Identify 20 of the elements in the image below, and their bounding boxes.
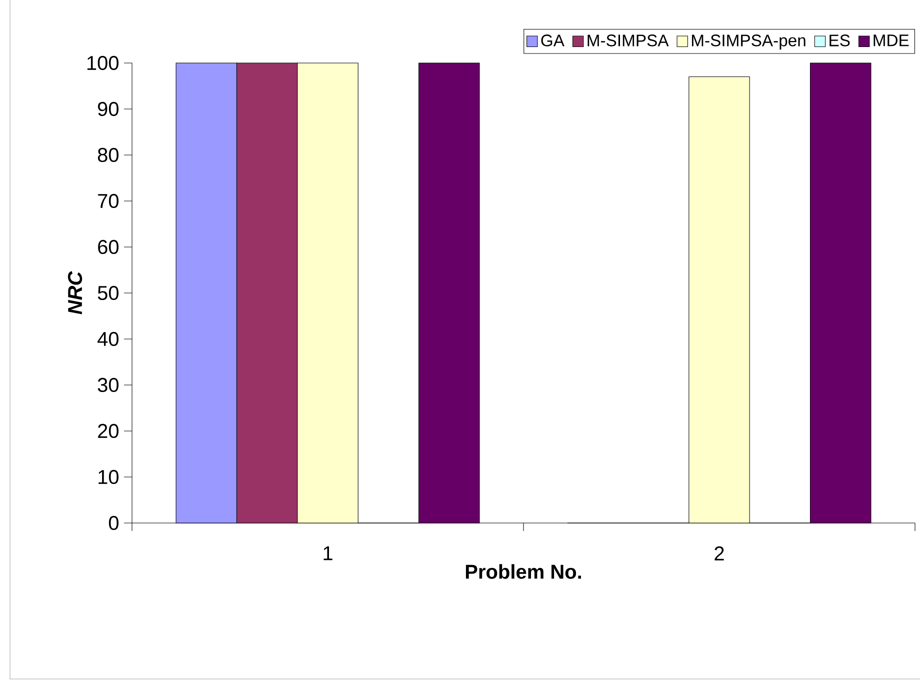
x-tick-label: 2 (714, 546, 724, 560)
y-tick-label: 50 (98, 286, 118, 300)
y-tick-label: 0 (108, 516, 119, 530)
y-axis-title: NRC (68, 271, 82, 314)
y-tick-label: 40 (98, 332, 118, 346)
y-tick-label: 60 (98, 240, 118, 254)
x-axis-title: Problem No. (466, 564, 582, 579)
y-tick-label: 70 (98, 194, 118, 208)
legend-label: MDE (874, 34, 909, 46)
legend-label: GA (541, 34, 564, 46)
y-tick-label: 10 (98, 470, 118, 484)
legend-label: M-SIMPSA-pen (692, 34, 806, 50)
y-tick-label: 90 (98, 102, 118, 116)
y-tick-label: 30 (98, 378, 118, 392)
x-tick-label: 1 (324, 546, 332, 560)
y-tick-label: 20 (98, 424, 118, 438)
legend-label: M-SIMPSA (588, 34, 669, 46)
y-tick-label: 80 (98, 148, 118, 162)
legend-label: ES (830, 34, 850, 46)
y-tick-label: 100 (87, 56, 118, 70)
